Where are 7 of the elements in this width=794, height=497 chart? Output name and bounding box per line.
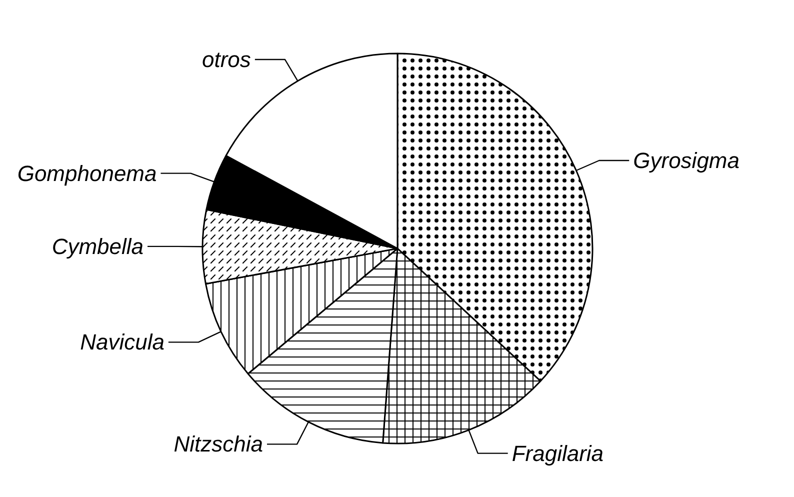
slice-label: otros [202,46,251,72]
slice-label: Gomphonema [17,160,157,186]
slice-label: Cymbella [52,234,144,259]
slice-label: Nitzschia [174,432,264,457]
slice-label: Fragilaria [512,440,604,466]
slice-label: Gyrosigma [633,148,740,173]
slice-label: Navicula [80,330,164,355]
